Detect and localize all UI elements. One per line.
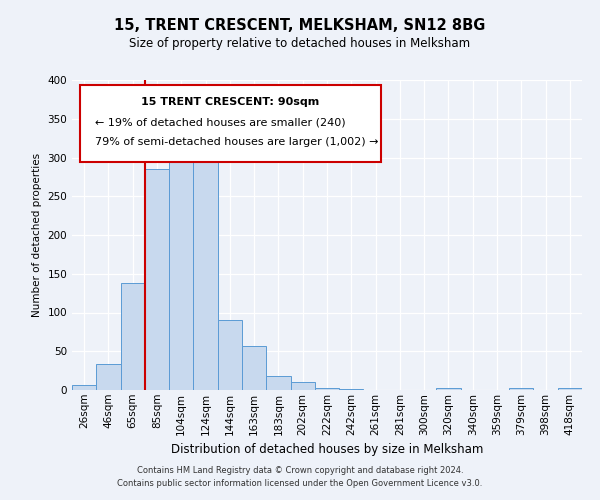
Bar xyxy=(121,283,145,390)
Bar xyxy=(558,388,582,390)
Bar xyxy=(339,389,364,390)
Bar xyxy=(290,382,315,390)
FancyBboxPatch shape xyxy=(80,84,380,162)
Bar xyxy=(72,384,96,390)
Text: Contains HM Land Registry data © Crown copyright and database right 2024.
Contai: Contains HM Land Registry data © Crown c… xyxy=(118,466,482,487)
Bar xyxy=(145,169,169,390)
Bar xyxy=(242,346,266,390)
Y-axis label: Number of detached properties: Number of detached properties xyxy=(32,153,42,317)
Bar xyxy=(266,376,290,390)
Bar xyxy=(436,388,461,390)
Bar xyxy=(315,388,339,390)
Text: 79% of semi-detached houses are larger (1,002) →: 79% of semi-detached houses are larger (… xyxy=(95,138,379,147)
Text: 15 TRENT CRESCENT: 90sqm: 15 TRENT CRESCENT: 90sqm xyxy=(141,97,319,107)
Bar xyxy=(218,320,242,390)
Text: ← 19% of detached houses are smaller (240): ← 19% of detached houses are smaller (24… xyxy=(95,117,346,127)
X-axis label: Distribution of detached houses by size in Melksham: Distribution of detached houses by size … xyxy=(171,443,483,456)
Text: Size of property relative to detached houses in Melksham: Size of property relative to detached ho… xyxy=(130,38,470,51)
Bar xyxy=(169,146,193,390)
Text: 15, TRENT CRESCENT, MELKSHAM, SN12 8BG: 15, TRENT CRESCENT, MELKSHAM, SN12 8BG xyxy=(115,18,485,32)
Bar xyxy=(96,364,121,390)
Bar xyxy=(193,144,218,390)
Bar xyxy=(509,388,533,390)
